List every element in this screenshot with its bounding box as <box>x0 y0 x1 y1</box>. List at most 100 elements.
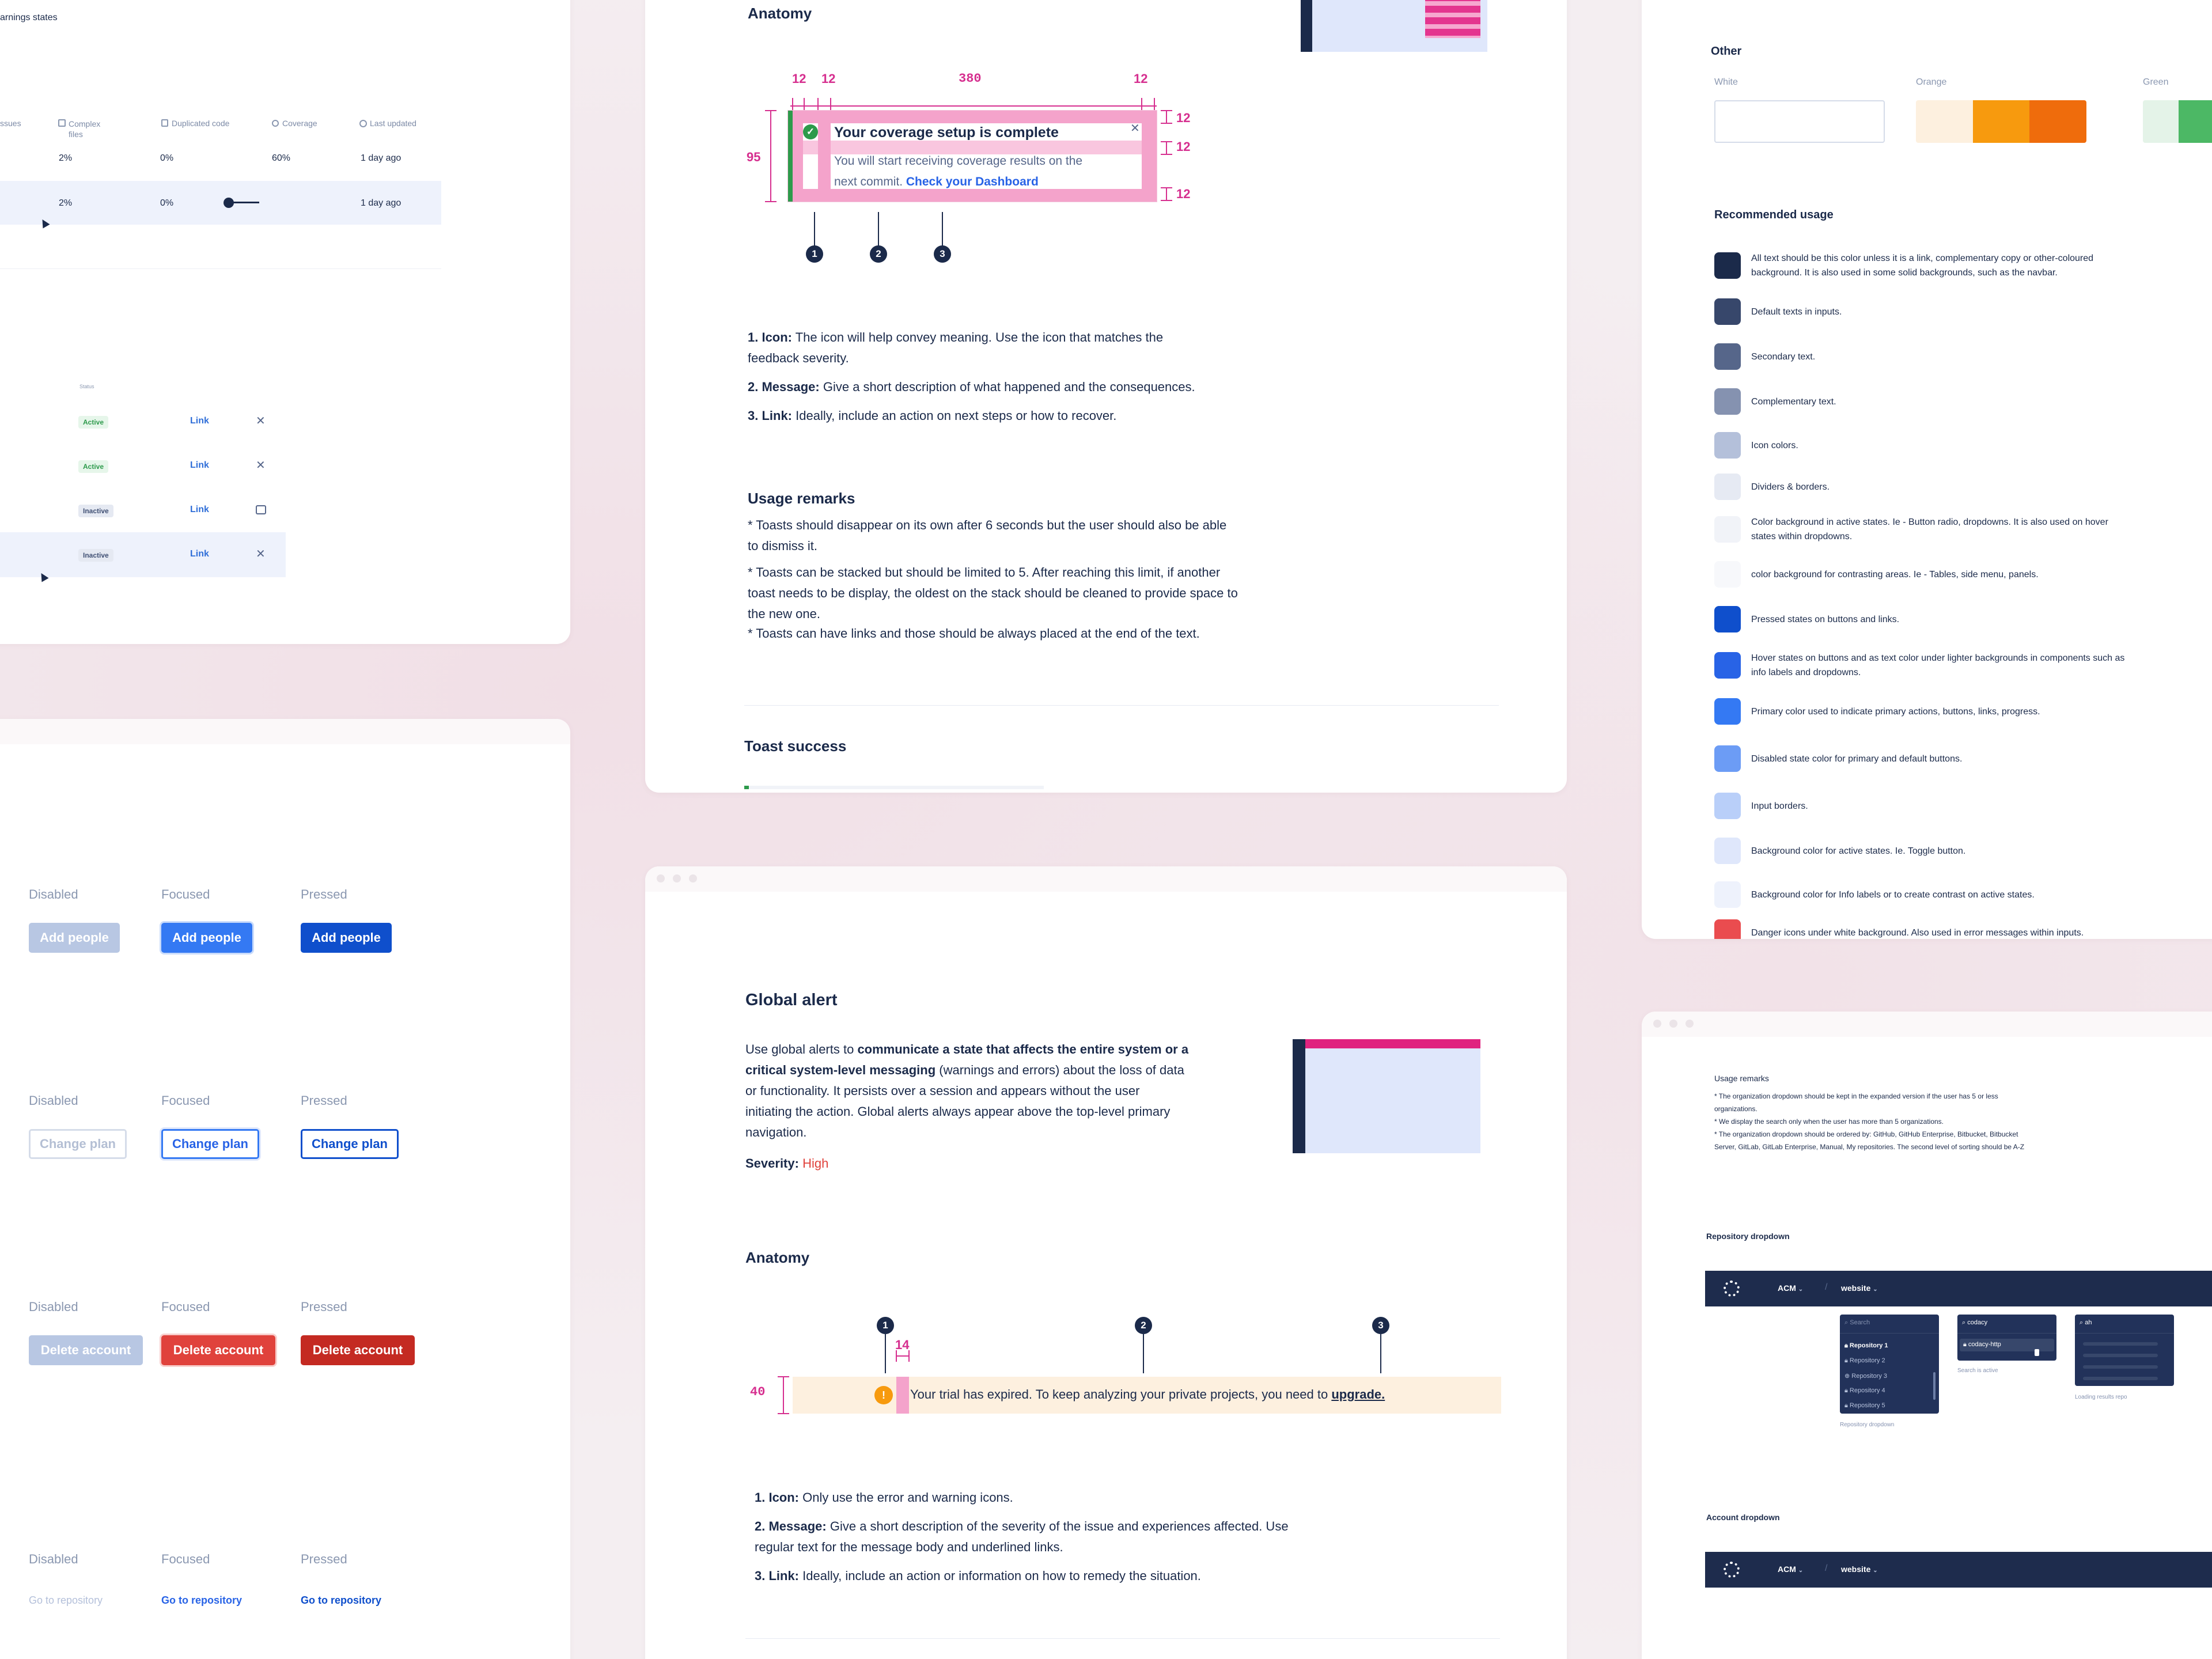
account-dropdown-title: Account dropdown <box>1706 1513 1780 1522</box>
cell-coverage: 60% <box>272 153 291 163</box>
anatomy-item-icon: 1. Icon: Only use the error and warning … <box>755 1487 1331 1508</box>
repo-item[interactable]: 🔒︎ Repository 5 <box>1844 1402 1885 1409</box>
search-icon: ⌕ <box>2080 1319 2084 1326</box>
toast-thumbnail <box>1301 0 1487 52</box>
add-people-button-disabled[interactable]: Add people <box>29 923 120 953</box>
toast-dashboard-link[interactable]: Check your Dashboard <box>906 175 1039 188</box>
slider-handle[interactable] <box>224 198 234 208</box>
scrollbar[interactable] <box>1933 1372 1936 1400</box>
repo-selector[interactable]: website ⌄ <box>1841 1283 1878 1293</box>
anatomy-item-icon: 1. Icon: The icon will help convey meani… <box>748 327 1220 369</box>
change-plan-button-focused[interactable]: Change plan <box>161 1129 259 1159</box>
search-result-item[interactable]: 🔒︎ codacy-http <box>1960 1339 2054 1351</box>
cell-complex: 2% <box>59 198 73 208</box>
upgrade-link[interactable]: upgrade. <box>1331 1387 1385 1402</box>
toast-padding-overlay <box>793 111 803 202</box>
dim-label-height: 40 <box>750 1385 766 1399</box>
usage-text: All text should be this color unless it … <box>1751 251 2154 280</box>
color-swatch <box>1714 793 1741 819</box>
color-swatch <box>2029 100 2086 143</box>
item-text: Only use the error and warning icons. <box>802 1490 1013 1505</box>
table-row-hover[interactable]: 2% 0% 1 day ago <box>0 181 441 225</box>
app-navbar: ACM ⌄ / website ⌄ <box>1705 1552 2212 1588</box>
usage-line: background. It is also used in some soli… <box>1751 268 2058 278</box>
color-group-label: White <box>1714 77 1738 87</box>
exit-icon[interactable] <box>256 505 266 514</box>
org-selector[interactable]: ACM ⌄ <box>1778 1565 1803 1574</box>
change-plan-button-pressed[interactable]: Change plan <box>301 1129 399 1159</box>
repo-item-label: Repository 5 <box>1849 1402 1885 1409</box>
toast-body-line-2: next commit. Check your Dashboard <box>834 175 1039 189</box>
dim-label: 14 <box>895 1338 910 1352</box>
add-people-button-pressed[interactable]: Add people <box>301 923 392 953</box>
search-input[interactable]: ⌕ ah <box>2080 1319 2169 1331</box>
list-item-hover[interactable]: Inactive Link ✕ <box>0 532 286 577</box>
loading-skeleton <box>2083 1377 2158 1380</box>
delete-account-button-focused[interactable]: Delete account <box>161 1335 275 1365</box>
go-to-repository-link-focused[interactable]: Go to repository <box>161 1594 243 1606</box>
usage-text: Complementary text. <box>1751 397 1836 407</box>
toast-padding-overlay <box>788 111 1157 123</box>
color-swatch-group-orange <box>1916 100 2086 143</box>
progress-accent <box>744 786 749 789</box>
usage-remark: * Toasts can have links and those should… <box>748 623 1278 644</box>
org-selector[interactable]: ACM ⌄ <box>1778 1283 1803 1293</box>
row-link[interactable]: Link <box>190 460 209 470</box>
repo-item[interactable]: ⊕ Repository 3 <box>1844 1373 1888 1380</box>
button-states-panel: Disabled Focused Pressed Add people Add … <box>0 719 570 1659</box>
close-icon[interactable]: ✕ <box>256 459 266 472</box>
coverage-slider[interactable] <box>225 202 259 203</box>
row-link[interactable]: Link <box>190 549 209 559</box>
warning-icon: ! <box>874 1386 893 1404</box>
delete-account-button-disabled[interactable]: Delete account <box>29 1335 143 1365</box>
close-icon[interactable]: ✕ <box>256 415 266 427</box>
repo-name: website <box>1841 1565 1871 1574</box>
state-label-disabled: Disabled <box>29 1552 78 1566</box>
repo-item[interactable]: 🔒︎ Repository 4 <box>1844 1387 1885 1394</box>
search-input[interactable]: ⌕ codacy <box>1962 1319 2052 1331</box>
severity-row: Severity: High <box>745 1153 828 1174</box>
repo-item[interactable]: 🔒︎ Repository 2 <box>1844 1357 1885 1364</box>
dim-label: 12 <box>1176 187 1191 201</box>
usage-line: Hover states on buttons and as text colo… <box>1751 653 2125 663</box>
delete-account-button-pressed[interactable]: Delete account <box>301 1335 415 1365</box>
toast-success-preview <box>744 786 1044 789</box>
repository-dropdown[interactable]: ⌕ Search 🔒︎ Repository 1 🔒︎ Repository 2… <box>1840 1315 1939 1414</box>
cell-duplicated: 0% <box>160 153 174 163</box>
usage-text: Hover states on buttons and as text colo… <box>1751 651 2154 680</box>
status-badge: Inactive <box>78 549 113 562</box>
dim-label: 12 <box>792 71 806 86</box>
color-swatch <box>1714 474 1741 500</box>
callout-marker: 1 <box>877 1317 894 1334</box>
go-to-repository-link-pressed[interactable]: Go to repository <box>301 1594 382 1606</box>
color-swatch <box>1714 252 1741 279</box>
state-label-focused: Focused <box>161 1300 210 1314</box>
list-divider <box>1840 1333 1939 1334</box>
callout-line <box>814 212 815 247</box>
repo-selector[interactable]: website ⌄ <box>1841 1565 1878 1574</box>
repository-dropdown-loading[interactable]: ⌕ ah <box>2075 1315 2174 1386</box>
close-icon[interactable]: ✕ <box>1130 122 1140 135</box>
repo-item-label: Repository 2 <box>1849 1357 1885 1364</box>
loading-skeleton <box>2083 1354 2158 1357</box>
search-input[interactable]: ⌕ Search <box>1844 1319 1934 1331</box>
repo-item[interactable]: 🔒︎ Repository 1 <box>1844 1342 1888 1349</box>
usage-text: color background for contrasting areas. … <box>1751 570 2039 579</box>
change-plan-button-disabled[interactable]: Change plan <box>29 1129 127 1159</box>
repository-dropdown-title: Repository dropdown <box>1706 1232 1790 1241</box>
usage-text: Secondary text. <box>1751 352 1816 362</box>
status-header: Status <box>79 384 94 389</box>
row-link[interactable]: Link <box>190 416 209 426</box>
add-people-button-focused[interactable]: Add people <box>161 923 252 953</box>
anatomy-item-link: 3. Link: Ideally, include an action on n… <box>748 406 1266 426</box>
global-alert-title: Global alert <box>745 991 838 1009</box>
global-alert-specimen: ! Your trial has expired. To keep analyz… <box>793 1377 1501 1414</box>
callout-marker: 3 <box>1372 1317 1389 1334</box>
state-label-disabled: Disabled <box>29 1093 78 1108</box>
breadcrumb-separator: / <box>1825 1282 1828 1292</box>
close-icon[interactable]: ✕ <box>256 548 266 560</box>
row-link[interactable]: Link <box>190 505 209 514</box>
repository-dropdown-search[interactable]: ⌕ codacy 🔒︎ codacy-http <box>1957 1315 2056 1361</box>
go-to-repository-link-disabled[interactable]: Go to repository <box>29 1594 103 1606</box>
usage-text: Disabled state color for primary and def… <box>1751 754 1963 764</box>
